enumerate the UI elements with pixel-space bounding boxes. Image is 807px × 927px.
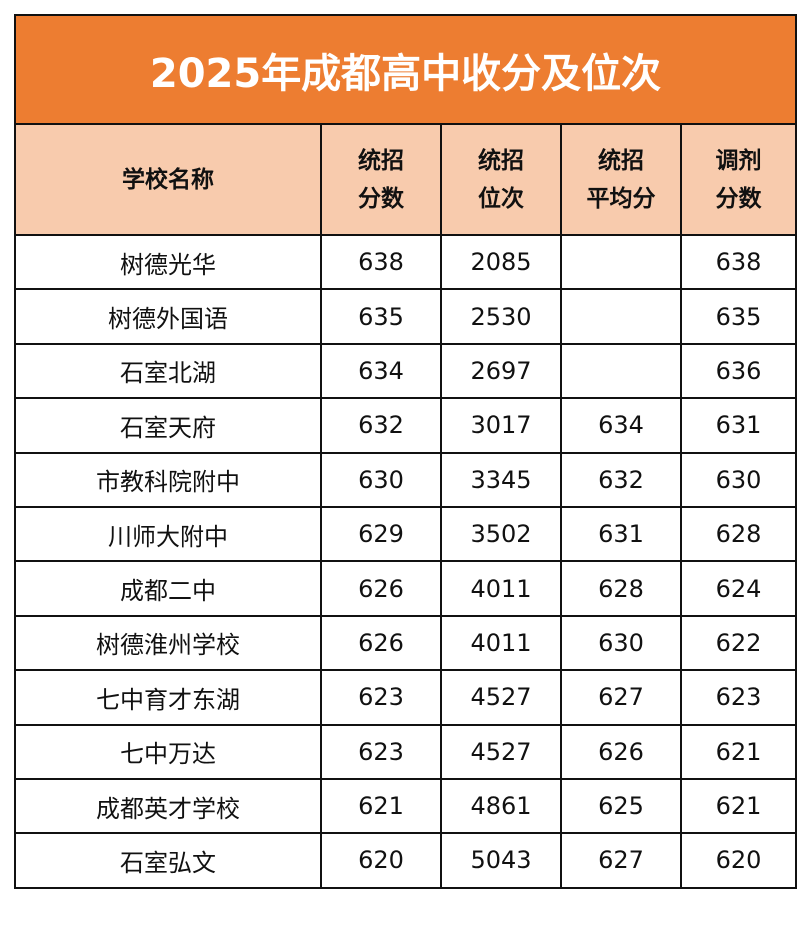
score-cell: 626: [560, 723, 682, 780]
score-cell: 621: [679, 777, 798, 835]
score-cell: 634: [560, 397, 682, 454]
score-cell: 3345: [440, 451, 562, 508]
table-row: 川师大附中 629 3502 631 628: [14, 505, 798, 563]
table-row: 成都二中 626 4011 628 624: [14, 560, 798, 617]
empty-cell: [560, 342, 682, 400]
school-name: 成都二中: [14, 560, 322, 617]
score-cell: 4011: [440, 560, 562, 617]
title: 2025年成都高中收分及位次: [13, 14, 798, 125]
header-cell: 调剂 分数: [679, 123, 798, 236]
table-wrap: 2025年成都高中收分及位次 学校名称 统招 分数 统招 位次 统招 平均分 调剂 分数 树德光…: [13, 14, 798, 889]
table-row: 石室弘文 620 5043 627 620: [14, 832, 798, 889]
score-cell: 4011: [440, 614, 562, 672]
score-cell: 635: [320, 288, 442, 345]
table-row: 成都英才学校 621 4861 625 621: [14, 777, 798, 835]
school-name: 川师大附中: [14, 505, 322, 563]
school-name: 市教科院附中: [14, 451, 322, 508]
score-cell: 2085: [440, 233, 562, 291]
score-cell: 626: [320, 614, 442, 672]
header-cell: 统招 分数: [320, 123, 442, 236]
school-name: 七中万达: [14, 723, 322, 780]
score-cell: 621: [320, 777, 442, 835]
table-row: 七中万达 623 4527 626 621: [14, 723, 798, 780]
score-cell: 631: [679, 397, 798, 454]
header-row: 学校名称 统招 分数 统招 位次 统招 平均分 调剂 分数: [14, 123, 798, 236]
score-cell: 636: [679, 342, 798, 400]
score-cell: 630: [679, 451, 798, 508]
header-line: 统招: [478, 147, 524, 174]
score-cell: 620: [320, 832, 442, 889]
score-cell: 632: [560, 451, 682, 508]
score-cell: 630: [320, 451, 442, 508]
empty-cell: [560, 288, 682, 345]
score-cell: 638: [679, 233, 798, 291]
header-line: 位次: [478, 185, 524, 212]
header-cell: 统招 位次: [440, 123, 562, 236]
header-cell: 学校名称: [14, 123, 322, 236]
table-row: 石室北湖 634 2697 636: [14, 342, 798, 400]
score-cell: 4861: [440, 777, 562, 835]
score-cell: 631: [560, 505, 682, 563]
school-name: 成都英才学校: [14, 777, 322, 835]
table-body: 树德光华 638 2085 638 树德外国语 635 2530 635 石室北湖 634 2697…: [14, 233, 798, 889]
score-cell: 624: [679, 560, 798, 617]
score-cell: 621: [679, 723, 798, 780]
empty-cell: [560, 233, 682, 291]
score-cell: 629: [320, 505, 442, 563]
school-name: 石室弘文: [14, 832, 322, 889]
score-cell: 634: [320, 342, 442, 400]
header-line: 调剂: [715, 147, 762, 174]
score-cell: 635: [679, 288, 798, 345]
header-line: 学校名称: [122, 166, 214, 193]
school-name: 七中育才东湖: [14, 669, 322, 726]
score-cell: 627: [560, 669, 682, 726]
score-cell: 632: [320, 397, 442, 454]
score-cell: 2697: [440, 342, 562, 400]
header-line: 分数: [358, 185, 404, 212]
score-cell: 3502: [440, 505, 562, 563]
table-row: 市教科院附中 630 3345 632 630: [14, 451, 798, 508]
score-cell: 623: [679, 669, 798, 726]
score-cell: 3017: [440, 397, 562, 454]
school-name: 树德外国语: [14, 288, 322, 345]
table-row: 石室天府 632 3017 634 631: [14, 397, 798, 454]
table: 2025年成都高中收分及位次 学校名称 统招 分数 统招 位次 统招 平均分 调剂 分数 树德光…: [13, 14, 798, 889]
school-name: 树德淮州学校: [14, 614, 322, 672]
score-cell: 4527: [440, 669, 562, 726]
header-line: 统招: [358, 147, 404, 174]
score-cell: 623: [320, 723, 442, 780]
header-line: 平均分: [586, 185, 656, 212]
score-cell: 638: [320, 233, 442, 291]
score-cell: 627: [560, 832, 682, 889]
table-row: 七中育才东湖 623 4527 627 623: [14, 669, 798, 726]
school-name: 石室天府: [14, 397, 322, 454]
score-cell: 622: [679, 614, 798, 672]
score-cell: 626: [320, 560, 442, 617]
score-cell: 625: [560, 777, 682, 835]
score-cell: 2530: [440, 288, 562, 345]
score-cell: 620: [679, 832, 798, 889]
score-cell: 628: [679, 505, 798, 563]
school-name: 石室北湖: [14, 342, 322, 400]
header-line: 统招: [598, 147, 644, 174]
table-row: 树德外国语 635 2530 635: [14, 288, 798, 345]
header-cell: 统招 平均分: [560, 123, 682, 236]
score-cell: 4527: [440, 723, 562, 780]
table-row: 树德淮州学校 626 4011 630 622: [14, 614, 798, 672]
score-cell: 5043: [440, 832, 562, 889]
table-row: 树德光华 638 2085 638: [14, 233, 798, 291]
school-name: 树德光华: [14, 233, 322, 291]
score-cell: 630: [560, 614, 682, 672]
score-cell: 623: [320, 669, 442, 726]
score-cell: 628: [560, 560, 682, 617]
header-line: 分数: [715, 185, 762, 212]
